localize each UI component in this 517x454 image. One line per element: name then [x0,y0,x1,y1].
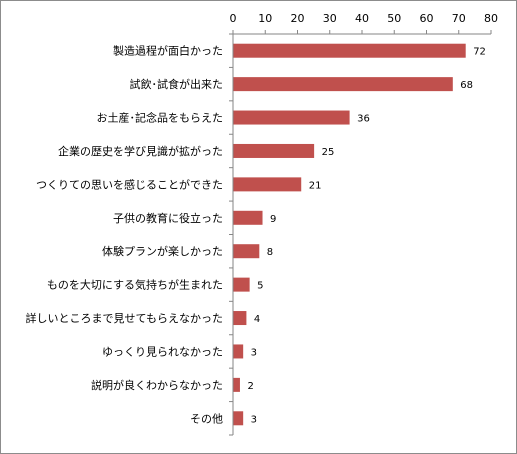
bar [233,244,260,259]
category-label: その他 [190,412,223,425]
data-label: 5 [257,281,263,292]
bars [233,43,466,426]
data-label: 72 [473,47,486,58]
x-tick-label: 60 [420,12,434,25]
data-label: 25 [322,147,335,158]
category-label: 説明が良くわからなかった [91,378,223,392]
x-tick-label: 80 [484,12,498,25]
category-label: お土産･記念品をもらえた [97,111,224,125]
x-tick-label: 40 [355,12,369,25]
x-tick-label: 10 [258,12,272,25]
data-labels: 72 68 36 25 21 9 8 5 4 3 2 3 [247,47,485,426]
category-labels: 製造過程が面白かった試飲･試食が出来たお土産･記念品をもらえた企業の歴史を学び見… [26,44,223,426]
category-label: 製造過程が面白かった [113,44,223,58]
data-label: 21 [309,180,322,191]
category-label: ゆっくり見られなかった [102,345,223,358]
bar [233,177,302,192]
bar [233,377,240,392]
data-label: 3 [251,347,257,358]
bar [233,210,263,225]
x-tick-label: 70 [452,12,466,25]
data-label: 9 [270,214,276,225]
bar [233,277,250,292]
category-label: 企業の歴史を学び見識が拡がった [58,144,223,158]
category-label: 詳しいところまで見せてもらえなかった [26,311,223,325]
data-label: 3 [251,414,257,425]
x-axis: 0 10 20 30 40 50 60 70 80 [229,12,498,436]
category-label: 子供の教育に役立った [113,211,223,225]
category-label: 試飲･試食が出来た [130,77,224,91]
x-tick-label: 30 [323,12,337,25]
bar [233,411,244,426]
x-tick-label: 0 [230,12,237,25]
bar [233,77,453,92]
data-label: 8 [267,247,273,258]
x-tick-label: 50 [387,12,401,25]
data-label: 2 [247,381,253,392]
data-label: 36 [357,114,370,125]
bar [233,311,247,326]
category-label: ものを大切にする気持ちが生まれた [47,278,223,292]
bar [233,110,350,125]
category-label: つくりての思いを感じることができた [36,177,223,191]
category-label: 体験プランが楽しかった [102,244,223,258]
bar [233,143,315,158]
bar [233,344,244,359]
data-label: 4 [254,314,260,325]
x-tick-label: 20 [291,12,305,25]
bar [233,43,466,58]
data-label: 68 [460,80,473,91]
